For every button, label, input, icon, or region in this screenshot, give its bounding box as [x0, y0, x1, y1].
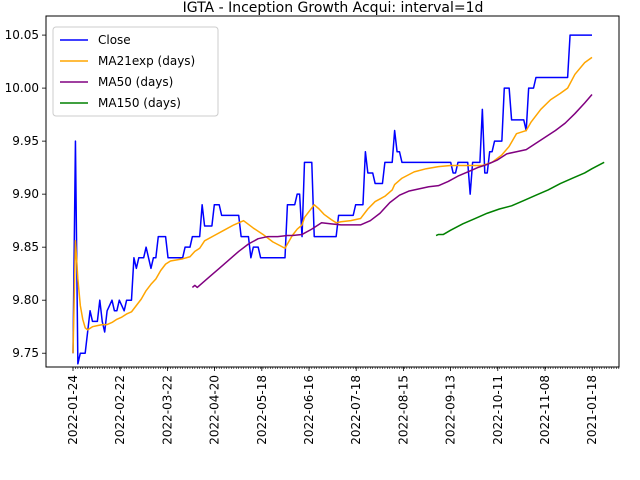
series-line-3 — [435, 161, 605, 237]
x-tick-label: 2022-07-18 — [349, 375, 363, 445]
y-tick-label: 9.80 — [12, 293, 39, 307]
x-tick-label: 2022-10-11 — [491, 375, 505, 445]
legend: Close MA21exp (days) MA50 (days) MA150 (day… — [52, 26, 219, 117]
x-tick-label: 2022-06-16 — [302, 375, 316, 445]
y-tick-label: 9.90 — [12, 187, 39, 201]
series-line-2 — [191, 93, 593, 289]
legend-label: MA150 (days) — [98, 96, 181, 110]
legend-label: Close — [98, 33, 131, 47]
plot-lines — [72, 34, 605, 365]
series-line-0 — [72, 34, 592, 365]
legend-box — [52, 26, 219, 117]
legend-label: MA21exp (days) — [98, 54, 195, 68]
x-tick-label: 2022-04-20 — [208, 375, 222, 445]
x-tick-label: 2022-01-24 — [66, 375, 80, 445]
y-tick-label: 10.00 — [5, 81, 39, 95]
x-tick-label: 2022-09-13 — [444, 375, 458, 445]
y-tick-label: 10.05 — [5, 28, 39, 42]
plot-frame — [45, 15, 620, 368]
legend-label: MA50 (days) — [98, 75, 173, 89]
x-tick-label: 2022-03-22 — [160, 375, 174, 445]
y-tick-label: 9.75 — [12, 346, 39, 360]
x-axis: 2022-01-24 2022-02-22 2022-03-22 2022-04-20… — [66, 367, 620, 445]
y-tick-label: 9.95 — [12, 134, 39, 148]
chart-title: IGTA - Inception Growth Acqui: interval=… — [183, 0, 484, 16]
y-axis: 9.75 9.80 9.85 9.90 9.95 10.00 10.05 — [5, 28, 46, 360]
x-tick-label: 2022-11-08 — [538, 375, 552, 445]
y-tick-label: 9.85 — [12, 240, 39, 254]
x-tick-label: 2022-05-18 — [255, 375, 269, 445]
x-tick-label: 2022-08-15 — [396, 375, 410, 445]
x-tick-label: 2022-02-22 — [113, 375, 127, 445]
x-tick-label: 2021-01-18 — [585, 375, 599, 445]
